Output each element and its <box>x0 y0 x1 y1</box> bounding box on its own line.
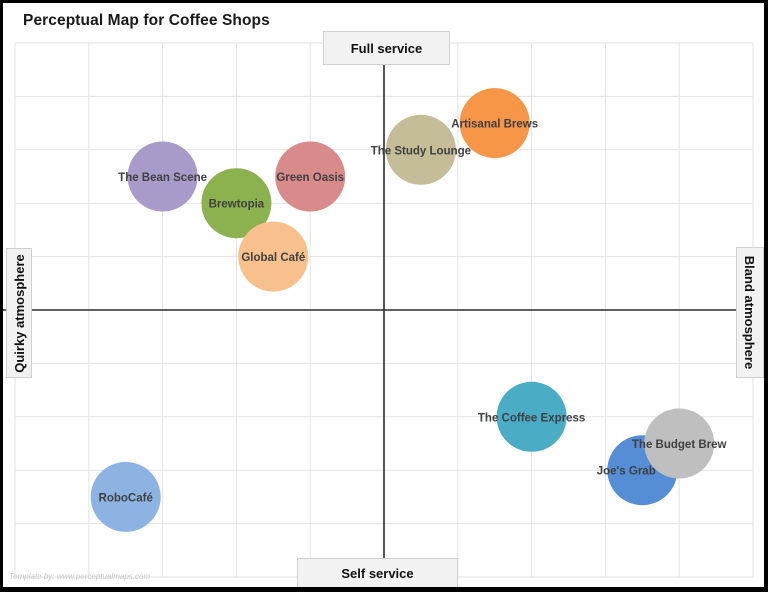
bubble-label: RoboCafé <box>99 492 153 504</box>
bubble-brewtopia: Brewtopia <box>201 168 272 239</box>
chart-frame: Perceptual Map for Coffee Shops The Bean… <box>3 3 764 587</box>
bubble-the-coffee-express: The Coffee Express <box>478 381 585 452</box>
bubble-label: The Bean Scene <box>118 172 207 184</box>
axis-label-text: Self service <box>341 565 414 581</box>
bubble-artisanal-brews: Artisanal Brews <box>451 88 538 159</box>
axis-label-text: Quirky atmosphere <box>11 253 27 373</box>
bubble-the-study-lounge: The Study Lounge <box>371 114 471 185</box>
bubble-the-budget-brew: The Budget Brew <box>632 408 727 479</box>
bubble-the-bean-scene: The Bean Scene <box>118 141 207 212</box>
bubble-label: Brewtopia <box>209 199 265 211</box>
chart-title: Perceptual Map for Coffee Shops <box>23 12 270 29</box>
bubble-label: Artisanal Brews <box>451 119 538 131</box>
bubble-green-oasis: Green Oasis <box>275 141 346 212</box>
bubble-robocaf: RoboCafé <box>90 461 161 532</box>
perceptual-map-plot: The Bean Scene Green Oasis Brewtopia Global… <box>3 42 764 578</box>
bubble-label: The Study Lounge <box>371 145 471 157</box>
bubbles: The Bean Scene Green Oasis Brewtopia Global… <box>90 88 727 532</box>
template-watermark: Template by: www.perceptualmaps.com <box>9 572 151 581</box>
bubble-label: The Budget Brew <box>632 439 727 451</box>
axis-label-full-service: Full service <box>323 31 450 65</box>
axis-label-text: Full service <box>350 40 423 56</box>
bubble-global-caf: Global Café <box>238 221 309 292</box>
axis-label-text: Bland atmosphere <box>742 255 758 370</box>
bubble-label: The Coffee Express <box>478 412 585 424</box>
axis-lines <box>3 43 764 577</box>
bubble-label: Global Café <box>241 252 305 264</box>
bubble-label: Green Oasis <box>276 172 344 184</box>
axis-label-quirky-atmosphere: Quirky atmosphere <box>6 248 32 378</box>
axis-label-bland-atmosphere: Bland atmosphere <box>736 247 764 378</box>
axis-label-self-service: Self service <box>297 558 458 587</box>
